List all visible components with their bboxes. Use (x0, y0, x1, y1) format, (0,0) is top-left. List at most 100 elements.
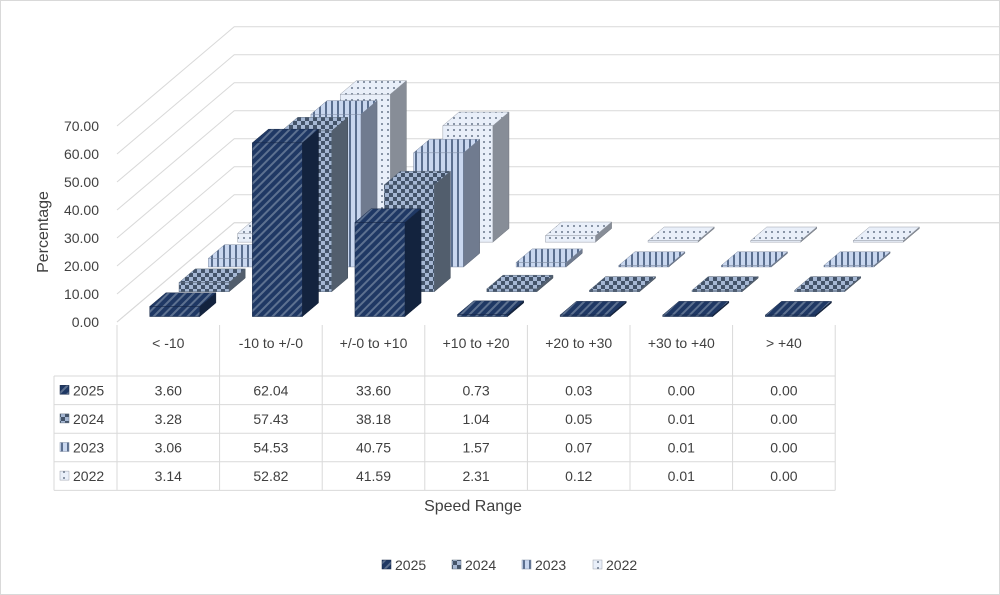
bar-2023-5 (720, 251, 789, 268)
y-tick-label: 70.00 (64, 118, 99, 134)
table-legend-key (59, 442, 70, 452)
y-tick-label: 20.00 (64, 258, 99, 274)
bar-2023-4 (618, 251, 686, 268)
bar-top (456, 300, 525, 315)
bar-front (515, 262, 567, 268)
y-tick-label: 40.00 (64, 202, 99, 218)
table-row-label: 2023 (73, 440, 104, 456)
legend-label: 2023 (535, 557, 566, 573)
table-value-cell: 0.01 (668, 440, 695, 456)
table-value-cell: 0.73 (462, 382, 489, 398)
bar-front (691, 289, 743, 292)
bar-2023-6 (823, 251, 891, 268)
bar-front (559, 314, 611, 317)
table-value-cell: 33.60 (356, 382, 391, 398)
bar-top (764, 301, 833, 316)
bar-front (750, 240, 801, 243)
bar-2024-4 (588, 276, 657, 293)
table-value-cell: 0.07 (565, 440, 592, 456)
legend-label: 2022 (606, 557, 637, 573)
table-header-cell: +/-0 to +10 (340, 335, 408, 351)
bar-front (457, 314, 508, 317)
legend-item-2025: 2025 (381, 557, 426, 573)
table-value-cell: 0.01 (668, 411, 695, 427)
bars-layer (149, 80, 921, 318)
table-value-cell: 3.06 (155, 440, 182, 456)
bar-front (208, 258, 259, 268)
y-tick-labels: 0.00 10.00 20.00 30.00 40.00 50.00 60.00 70.00 (64, 118, 99, 330)
gridline (116, 110, 999, 211)
gridline (116, 26, 999, 127)
y-axis-title: Percentage (35, 191, 52, 273)
table-value-cell: 0.00 (770, 440, 797, 456)
table-row-label: 2022 (73, 468, 104, 484)
bar-top (588, 276, 657, 291)
floor-edge (116, 222, 999, 323)
bar-front (252, 142, 303, 317)
data-table: < -10 -10 to +/-0 +/-0 to +10 +10 to +20 +20… (53, 325, 836, 491)
table-value-cell: 3.60 (155, 382, 182, 398)
legend-swatch (521, 559, 532, 570)
table-header-cell: +10 to +20 (443, 335, 510, 351)
table-value-cell: 62.04 (253, 382, 288, 398)
table-value-cell: 0.00 (770, 468, 797, 484)
y-tick-label: 50.00 (64, 174, 99, 190)
table-value-cell: 3.14 (155, 468, 182, 484)
table-legend-key (59, 385, 70, 395)
bar-top (647, 226, 715, 241)
table-header-cell: -10 to +/-0 (239, 335, 303, 351)
bar-2024-6 (793, 276, 862, 293)
bar-front (852, 240, 904, 243)
bar-2024-5 (691, 276, 759, 293)
bar-front (589, 289, 640, 292)
legend-item-2022: 2022 (592, 557, 637, 573)
bar-front (721, 265, 772, 268)
table-value-cell: 57.43 (253, 411, 288, 427)
bar-front (354, 222, 406, 317)
bar-side (404, 208, 422, 318)
table-legend-key (59, 413, 70, 424)
legend-item-2024: 2024 (451, 557, 496, 573)
bar-side (331, 116, 349, 293)
table-value-cell: 38.18 (356, 411, 391, 427)
table-value-cell: 54.53 (253, 440, 288, 456)
table-header-cell: +30 to +40 (648, 335, 715, 351)
bar-side (492, 111, 510, 243)
x-axis-title: Speed Range (424, 498, 522, 515)
y-tick-label: 0.00 (72, 314, 99, 330)
table-row-label: 2024 (73, 411, 104, 427)
table-value-cell: 0.03 (565, 382, 592, 398)
legend-swatch (592, 559, 603, 570)
legend-label: 2025 (395, 557, 426, 573)
table-value-cell: 0.00 (668, 382, 695, 398)
bar-2022-6 (852, 226, 921, 243)
legend-label: 2024 (465, 557, 496, 573)
bar-2022-4 (647, 226, 715, 243)
bar-2022-5 (749, 226, 818, 243)
bar-2025-0 (149, 292, 217, 318)
bar-2023-3 (515, 248, 583, 268)
table-value-cell: 0.12 (565, 468, 592, 484)
bar-side (463, 138, 480, 268)
bar-2022-3 (544, 221, 613, 243)
table-header-cell: > +40 (766, 335, 802, 351)
bar-front (823, 265, 875, 268)
bar-front (765, 314, 816, 317)
table-value-cell: 2.31 (462, 468, 489, 484)
table-value-cell: 0.00 (770, 411, 797, 427)
table-value-cell: 52.82 (253, 468, 288, 484)
gridline (116, 138, 999, 239)
bar-top (618, 251, 686, 266)
y-tick-label: 60.00 (64, 146, 99, 162)
bar-front (178, 282, 230, 292)
table-value-cell: 0.01 (668, 468, 695, 484)
bar-2025-2 (354, 208, 422, 318)
bar-front (618, 265, 669, 268)
bar-top (749, 226, 818, 241)
bar-2024-3 (486, 274, 554, 293)
bar-top (823, 251, 891, 266)
bar-2025-6 (764, 300, 833, 318)
bar-2025-4 (559, 300, 627, 318)
